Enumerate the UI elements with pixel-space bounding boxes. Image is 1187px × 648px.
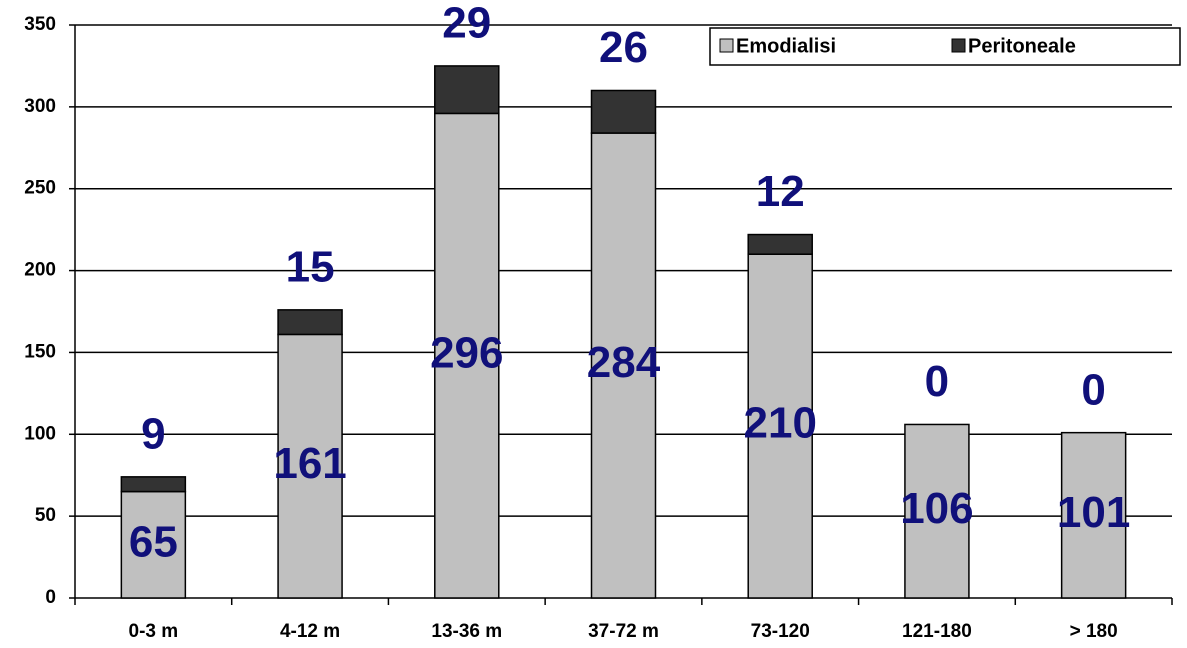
x-tick-label: 73-120 — [751, 621, 810, 642]
y-tick-label: 50 — [35, 505, 56, 526]
bar-segment — [590, 89, 657, 134]
bar-segment — [434, 65, 500, 115]
data-label: 29 — [442, 0, 491, 48]
y-tick-label: 300 — [24, 96, 56, 117]
x-tick-label: 121-180 — [902, 621, 972, 642]
legend-label: Emodialisi — [736, 35, 836, 57]
bar-segment — [590, 132, 657, 599]
y-tick-label: 100 — [24, 423, 56, 444]
y-tick-label: 250 — [24, 178, 56, 199]
data-label: 210 — [744, 399, 817, 448]
legend-swatch — [951, 38, 966, 53]
data-label: 106 — [900, 484, 973, 533]
data-label: 101 — [1057, 488, 1130, 537]
data-label: 161 — [273, 439, 346, 488]
bar-segment — [277, 333, 343, 599]
bar-segment — [747, 233, 813, 255]
bar-segment — [434, 112, 500, 599]
legend-label: Peritoneale — [968, 35, 1076, 57]
legend-box — [709, 27, 1181, 66]
x-tick-label: 37-72 m — [588, 621, 659, 642]
y-tick-label: 150 — [24, 341, 56, 362]
bar-segment — [1060, 431, 1127, 599]
data-label: 0 — [1081, 365, 1105, 414]
data-label: 12 — [756, 167, 805, 216]
x-tick-label: > 180 — [1070, 621, 1118, 642]
bar-segment — [277, 309, 343, 336]
x-tick-label: 4-12 m — [280, 621, 340, 642]
data-label: 0 — [925, 357, 949, 406]
data-label: 284 — [587, 338, 661, 387]
data-label: 296 — [430, 328, 503, 377]
y-tick-label: 200 — [24, 260, 56, 281]
y-tick-label: 0 — [45, 587, 56, 608]
data-label: 65 — [129, 517, 178, 566]
data-label: 26 — [599, 23, 648, 72]
x-tick-label: 13-36 m — [431, 621, 502, 642]
data-label: 9 — [141, 409, 165, 458]
bar-segment — [120, 476, 187, 493]
x-tick-label: 0-3 m — [129, 621, 179, 642]
legend-swatch — [719, 38, 734, 53]
y-tick-label: 350 — [24, 14, 56, 35]
bar-segment — [904, 423, 970, 599]
bar-segment — [747, 253, 813, 599]
data-label: 15 — [286, 242, 335, 291]
